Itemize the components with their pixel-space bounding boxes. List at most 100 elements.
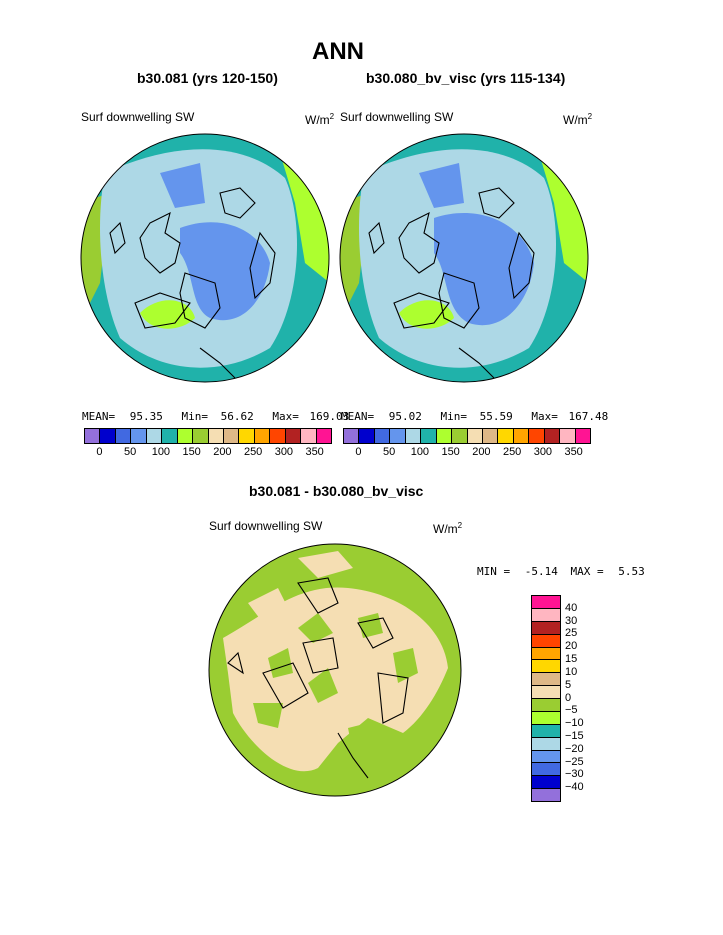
panel-2-stats: MEAN= 95.02 Min= 55.59 Max= 167.48 xyxy=(341,410,608,423)
colorbar-swatch xyxy=(532,685,560,698)
colorbar-swatch xyxy=(253,429,270,443)
colorbar-tick-label: 40 xyxy=(565,601,578,614)
diff-variable-label: Surf downwelling SW xyxy=(209,519,323,533)
colorbar-swatch xyxy=(130,429,146,443)
page-title: ANN xyxy=(312,38,364,65)
panel-1-variable-label: Surf downwelling SW xyxy=(81,110,195,124)
colorbar-swatch xyxy=(574,429,590,443)
colorbar-tick-label: 10 xyxy=(565,665,578,678)
colorbar-swatch xyxy=(532,698,560,711)
colorbar-swatch xyxy=(238,429,254,443)
colorbar-swatch xyxy=(559,429,575,443)
colorbar-swatch xyxy=(85,429,100,443)
panel-1-min: 56.62 xyxy=(220,410,254,423)
colorbar-swatch xyxy=(532,775,560,789)
panel-2-variable-label: Surf downwelling SW xyxy=(340,110,454,124)
colorbar-tick-label: −25 xyxy=(565,755,584,768)
panel-1-case-title: b30.081 (yrs 120-150) xyxy=(137,70,278,86)
polar-map-panel-1 xyxy=(80,133,330,383)
colorbar-swatch xyxy=(466,429,482,443)
panel-1-min-label: Min= xyxy=(181,410,209,423)
colorbar-swatch xyxy=(435,429,452,443)
colorbar-swatch xyxy=(344,429,359,443)
colorbar-swatch xyxy=(532,749,560,763)
diff-min: -5.14 xyxy=(524,565,558,578)
panel-1-mean-label: MEAN= xyxy=(82,410,116,423)
colorbar-swatch xyxy=(512,429,529,443)
colorbar-tick-label: −30 xyxy=(565,768,584,781)
colorbar-swatch xyxy=(532,620,560,634)
colorbar-swatch xyxy=(284,429,301,443)
panel-1-mean: 95.35 xyxy=(129,410,163,423)
colorbar-swatch xyxy=(207,429,223,443)
colorbar-swatch xyxy=(543,429,560,443)
colorbar-swatch xyxy=(532,646,560,660)
colorbar-swatch xyxy=(481,429,498,443)
colorbar-tick-label: 30 xyxy=(565,614,578,627)
diff-title: b30.081 - b30.080_bv_visc xyxy=(249,483,424,499)
colorbar-swatch xyxy=(532,736,560,750)
panel-1-max: 169.03 xyxy=(309,410,350,423)
colorbar-swatch xyxy=(99,429,115,443)
colorbar-swatch xyxy=(497,429,513,443)
colorbar-tick-label: 100 xyxy=(410,446,430,458)
colorbar-swatch xyxy=(161,429,177,443)
colorbar-tick-label: 0 xyxy=(355,446,362,458)
colorbar-tick-label: 200 xyxy=(472,446,491,458)
colorbar-swatch xyxy=(269,429,285,443)
panel-2-mean-label: MEAN= xyxy=(341,410,375,423)
colorbar-difference-ticks: 40 30 25 20 15 10 5 0 −5 −10 −15 −20 −25 −30 −40 xyxy=(565,595,605,800)
colorbar-panel-1 xyxy=(84,428,332,444)
colorbar-tick-label: 20 xyxy=(565,640,578,653)
colorbar-tick-label: −15 xyxy=(565,729,584,742)
colorbar-tick-label: 300 xyxy=(533,446,553,458)
colorbar-tick-label: 150 xyxy=(182,446,201,458)
colorbar-tick-label: 15 xyxy=(565,653,578,666)
colorbar-tick-label: 300 xyxy=(274,446,294,458)
colorbar-tick-label: 350 xyxy=(564,446,583,458)
colorbar-swatch xyxy=(389,429,405,443)
panel-1-units: W/m2 xyxy=(305,112,335,127)
colorbar-tick-label: 50 xyxy=(124,446,137,458)
colorbar-tick-label: 250 xyxy=(502,446,522,458)
diff-stats: MIN = -5.14 MAX = 5.53 xyxy=(477,565,645,578)
colorbar-tick-label: 50 xyxy=(383,446,396,458)
colorbar-swatch xyxy=(300,429,316,443)
colorbar-tick-label: 25 xyxy=(565,627,578,640)
diff-units: W/m2 xyxy=(433,521,463,536)
colorbar-tick-label: 0 xyxy=(565,691,572,704)
colorbar-swatch xyxy=(532,596,560,608)
colorbar-swatch xyxy=(532,633,560,647)
colorbar-tick-label: 150 xyxy=(441,446,460,458)
colorbar-panel-2-ticks: 0 50 100 150 200 250 300 350 xyxy=(343,446,589,460)
colorbar-swatch xyxy=(176,429,193,443)
colorbar-tick-label: −10 xyxy=(565,717,584,730)
colorbar-swatch xyxy=(420,429,436,443)
colorbar-swatch xyxy=(451,429,467,443)
colorbar-swatch xyxy=(315,429,331,443)
colorbar-tick-label: 250 xyxy=(243,446,263,458)
polar-map-panel-2 xyxy=(339,133,589,383)
colorbar-swatch xyxy=(192,429,208,443)
colorbar-swatch xyxy=(373,429,390,443)
colorbar-swatch xyxy=(145,429,162,443)
colorbar-panel-2 xyxy=(343,428,591,444)
colorbar-swatch xyxy=(528,429,544,443)
colorbar-swatch xyxy=(532,762,560,776)
diff-max-label: MAX = xyxy=(570,565,604,578)
colorbar-tick-label: −40 xyxy=(565,781,584,794)
colorbar-swatch xyxy=(532,723,560,737)
colorbar-tick-label: 350 xyxy=(305,446,324,458)
colorbar-swatch xyxy=(114,429,131,443)
colorbar-panel-1-ticks: 0 50 100 150 200 250 300 350 xyxy=(84,446,330,460)
colorbar-tick-label: 5 xyxy=(565,678,572,691)
diff-min-label: MIN = xyxy=(477,565,511,578)
colorbar-tick-label: 200 xyxy=(213,446,232,458)
panel-1-max-label: Max= xyxy=(272,410,299,423)
colorbar-tick-label: −5 xyxy=(565,704,578,717)
polar-map-difference xyxy=(208,543,462,797)
colorbar-swatch xyxy=(404,429,421,443)
colorbar-swatch xyxy=(358,429,374,443)
colorbar-swatch xyxy=(532,659,560,673)
colorbar-swatch xyxy=(532,607,560,621)
